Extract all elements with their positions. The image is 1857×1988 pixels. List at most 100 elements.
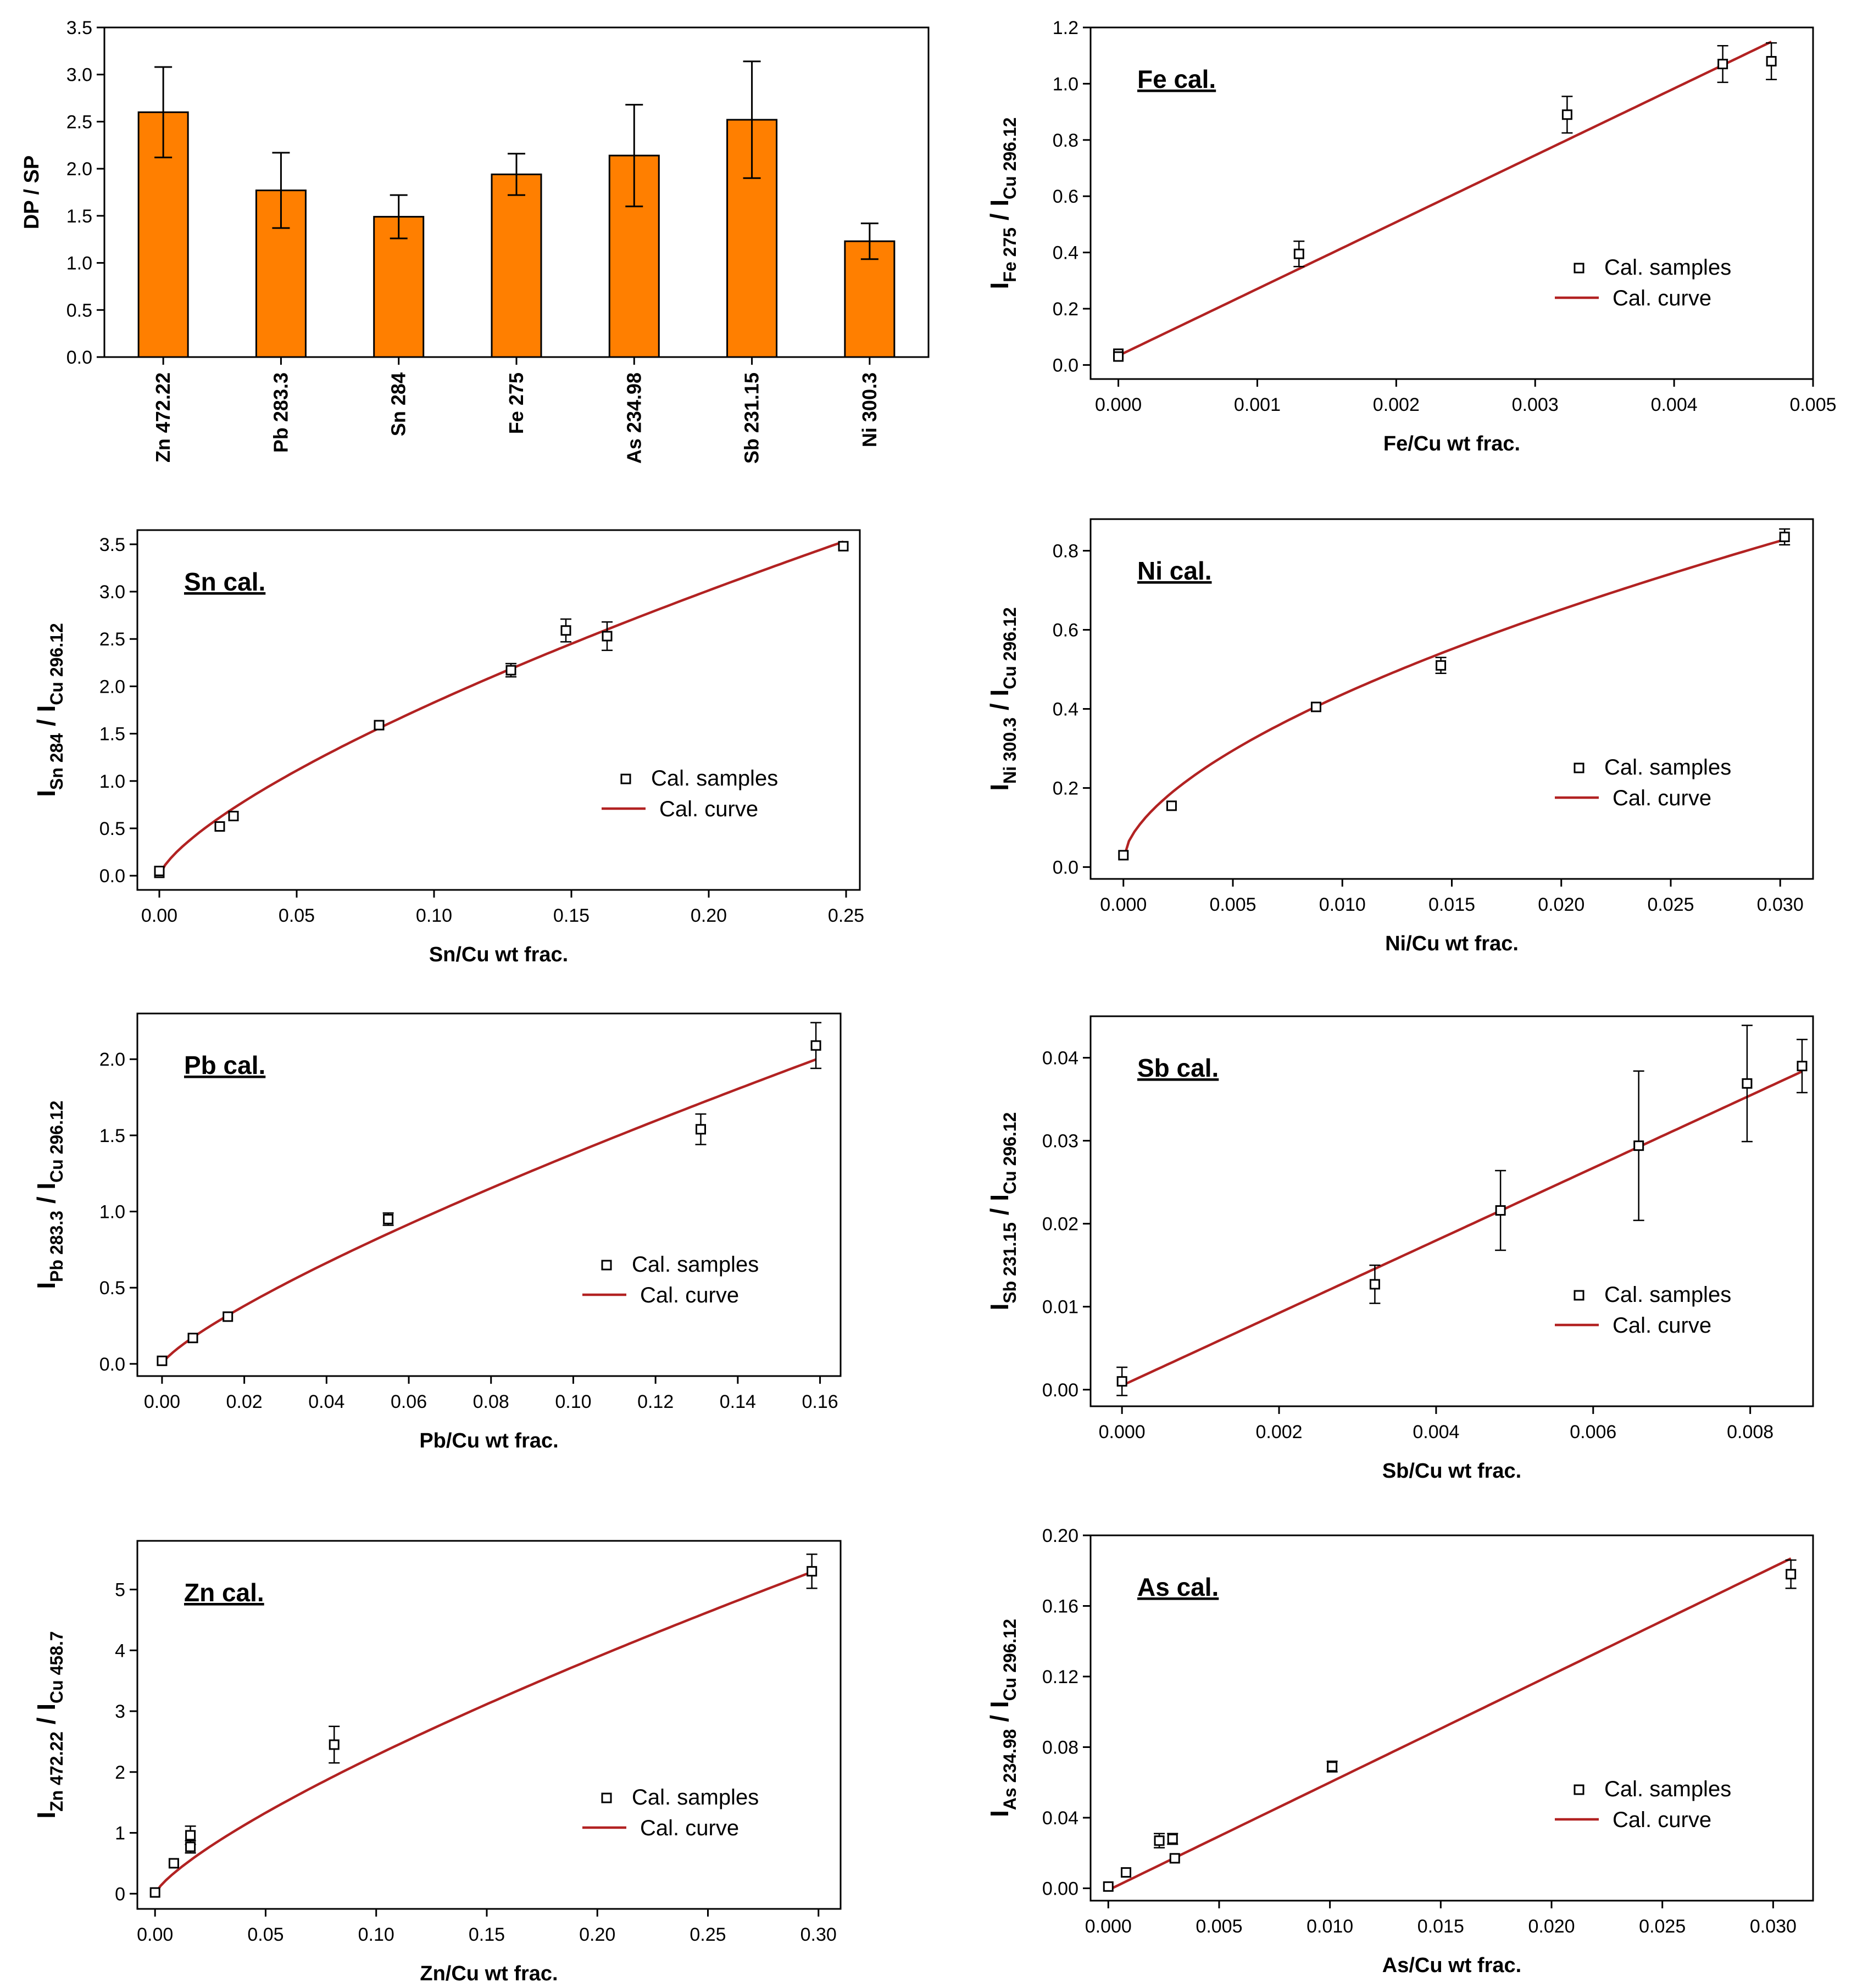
x-tick-label: 0.005 (1196, 1916, 1242, 1937)
sample-point (1766, 55, 1777, 66)
y-tick-label: 1.0 (99, 771, 125, 792)
y-tick-label: 3.0 (99, 582, 125, 603)
x-tick-label: 0.025 (1639, 1916, 1686, 1937)
sample-point (810, 1040, 821, 1051)
x-tick-label: 0.000 (1100, 894, 1147, 915)
x-tick-label: 0.10 (416, 905, 452, 926)
sample-point (505, 665, 516, 676)
x-tick-label: 0.030 (1750, 1916, 1797, 1937)
chart-as: 0.000 0.005 0.010 0.015 0.020 0.025 0.030 0.00 0… (985, 1525, 1814, 1977)
y-axis-label: ISb 231.15 / ICu 296.12 (985, 1112, 1020, 1311)
y-tick-label: 0.16 (1042, 1596, 1078, 1617)
legend-curve-label: Cal. curve (1613, 286, 1711, 310)
x-tick-label: 0.20 (691, 905, 727, 926)
x-tick-label: 0.003 (1512, 394, 1559, 415)
y-tick-label: 2 (115, 1762, 125, 1783)
y-axis-label: ISn 284 / ICu 296.12 (32, 623, 66, 797)
calibration-curve (154, 1571, 813, 1895)
y-axis-label-part: Cu 296.12 (47, 623, 66, 705)
y-tick-label: 0.8 (1053, 130, 1078, 151)
calibration-curve (1117, 40, 1772, 357)
x-tick-label: Ni 300.3 (858, 372, 881, 447)
legend-samples-label: Cal. samples (1604, 1777, 1731, 1801)
y-axis-label-part: Cu 296.12 (1000, 1112, 1020, 1194)
x-tick-label: 0.002 (1255, 1422, 1302, 1443)
x-tick-label: 0.06 (391, 1391, 427, 1412)
y-tick-label: 0.0 (1053, 857, 1078, 878)
sample-point (1167, 1834, 1178, 1845)
x-axis-label: Pb/Cu wt frac. (419, 1429, 558, 1452)
sample-point (1166, 800, 1177, 811)
plot-frame (136, 529, 861, 891)
y-axis-label: INi 300.3 / ICu 296.12 (985, 607, 1020, 790)
y-axis-label-part: Fe 275 (1000, 227, 1020, 282)
x-tick-label: 0.08 (473, 1391, 509, 1412)
y-tick-label: 0.0 (99, 866, 125, 887)
chart-pb: 0.00 0.02 0.04 0.06 0.08 0.10 0.12 0.14 0.16 0.0 0… (32, 1012, 842, 1452)
x-tick-label: 0.000 (1085, 1916, 1132, 1937)
sample-point (1310, 701, 1321, 712)
y-axis-label-part: Cu 296.12 (1000, 607, 1020, 689)
x-tick-label: 0.000 (1095, 394, 1142, 415)
chart-sn: 0.00 0.05 0.10 0.15 0.20 0.25 0.0 0.5 1.0 1.5 2.0 2… (32, 529, 864, 966)
sample-point (168, 1858, 179, 1869)
x-tick-label: Sb 231.15 (741, 372, 763, 464)
y-tick-label: 0.0 (66, 347, 92, 368)
legend-curve-label: Cal. curve (640, 1283, 739, 1307)
legend-marker (601, 1260, 612, 1271)
legend-samples-label: Cal. samples (651, 766, 778, 790)
x-tick-label: 0.14 (720, 1391, 756, 1412)
x-tick-label: 0.020 (1538, 894, 1584, 915)
x-axis-label: Ni/Cu wt frac. (1385, 932, 1519, 955)
x-tick-label: 0.04 (308, 1391, 344, 1412)
calibration-curve (1121, 1070, 1803, 1387)
y-axis-label: IPb 283.3 / ICu 296.12 (32, 1100, 66, 1289)
y-axis-label: IZn 472.22 / ICu 458.7 (32, 1631, 66, 1818)
y-tick-label: 5 (115, 1580, 125, 1601)
y-axis-label-part: Zn 472.22 (47, 1731, 66, 1812)
x-tick-label: 0.004 (1413, 1422, 1459, 1443)
y-tick-label: 0.5 (99, 818, 125, 839)
y-tick-label: 0.6 (1053, 186, 1078, 207)
y-axis-label-part: Sn 284 (47, 733, 66, 790)
x-tick-label: 0.10 (358, 1924, 394, 1945)
y-tick-label: 4 (115, 1640, 125, 1661)
legend-samples-label: Cal. samples (632, 1252, 759, 1277)
y-axis-label-part: I (32, 1812, 60, 1819)
x-tick-label: Zn 472.22 (152, 372, 174, 463)
sample-point (1561, 109, 1572, 120)
sample-point (187, 1333, 198, 1344)
chart-sb: 0.000 0.002 0.004 0.006 0.008 0.00 0.01 0.02 0.0… (985, 1015, 1814, 1483)
y-tick-label: 0.4 (1053, 243, 1078, 264)
x-tick-label: 0.015 (1428, 894, 1475, 915)
sample-point (1116, 1376, 1127, 1387)
x-tick-label: 0.010 (1306, 1916, 1353, 1937)
panel-title: As cal. (1137, 1573, 1219, 1601)
x-tick-label: 0.25 (690, 1924, 726, 1945)
legend-curve-label: Cal. curve (1613, 1808, 1711, 1832)
legend-marker (601, 1792, 612, 1803)
y-axis-label-part: / I (32, 1703, 60, 1731)
panel-title: Sn cal. (184, 567, 265, 596)
legend-curve-label: Cal. curve (1613, 786, 1711, 810)
sample-point (1169, 1853, 1180, 1864)
sample-point (214, 821, 225, 832)
x-tick-label: 0.25 (828, 905, 864, 926)
y-tick-label: 0.03 (1042, 1131, 1078, 1152)
sample-point (185, 1830, 196, 1841)
x-tick-label: 0.025 (1647, 894, 1694, 915)
y-axis-label-part: Sb 231.15 (1000, 1222, 1020, 1304)
sample-point (560, 625, 571, 636)
y-axis-label-part: As 234.98 (1000, 1729, 1020, 1811)
x-tick-label: 0.020 (1528, 1916, 1575, 1937)
x-tick-label: 0.001 (1234, 394, 1281, 415)
y-axis-label-part: / I (985, 1701, 1014, 1729)
y-tick-label: 3 (115, 1701, 125, 1722)
y-tick-label: 1.0 (99, 1202, 125, 1223)
x-tick-label: 0.000 (1099, 1422, 1146, 1443)
legend-marker (1574, 263, 1584, 274)
x-axis-label: As/Cu wt frac. (1382, 1954, 1521, 1977)
sample-point (695, 1124, 706, 1135)
legend-samples-label: Cal. samples (1604, 255, 1731, 280)
y-tick-label: 0.5 (99, 1278, 125, 1299)
